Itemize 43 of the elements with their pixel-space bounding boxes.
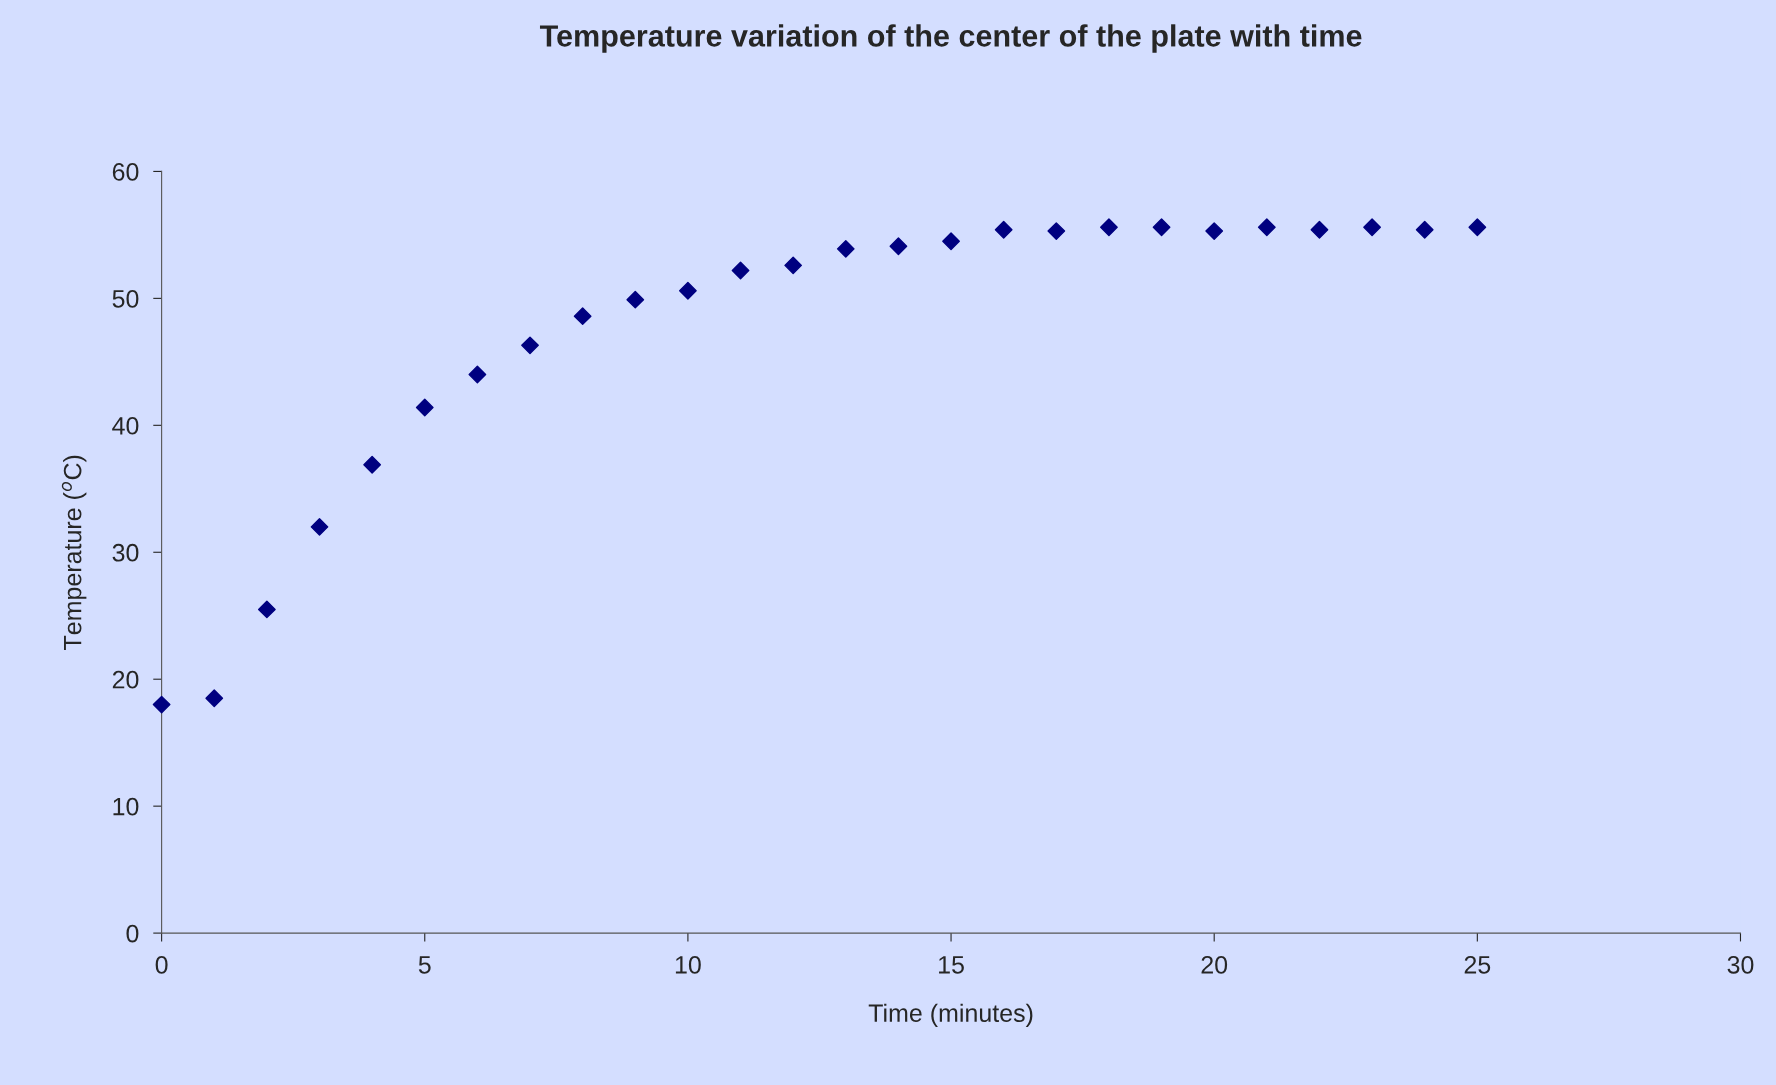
x-tick-label: 5: [418, 956, 431, 974]
point: [1468, 218, 1487, 237]
point: [1415, 220, 1434, 239]
point: [1047, 222, 1066, 241]
point: [363, 455, 382, 474]
point: [1205, 222, 1224, 241]
x-tick-label: 20: [1201, 955, 1228, 974]
point: [205, 689, 224, 708]
point: [573, 307, 592, 326]
chart-title: Temperature variation of the center of the plate with time: [539, 24, 1362, 53]
x-tick-label: 10: [675, 955, 701, 974]
point: [994, 220, 1013, 239]
point: [731, 261, 750, 280]
point: [626, 290, 645, 309]
y-axis-title: Temperature ($^{o}$C): [61, 455, 87, 650]
point: [1257, 218, 1276, 237]
point: [310, 517, 329, 536]
point: [889, 237, 908, 256]
point: [1100, 218, 1118, 237]
point: [836, 239, 855, 258]
x-axis-title: Time (minutes): [868, 1003, 1033, 1027]
point: [468, 365, 487, 384]
point: [415, 398, 434, 417]
x-tick-label: 0: [155, 955, 168, 974]
y-tick-label: 30: [112, 543, 139, 562]
y-tick-label: 60: [112, 163, 139, 181]
y-tick-label: 20: [112, 670, 139, 689]
y-tick-label: 50: [112, 289, 139, 308]
point: [942, 232, 960, 251]
point: [521, 336, 539, 355]
point: [678, 281, 697, 300]
x-tick-label: 15: [939, 956, 964, 974]
x-tick-label: 25: [1464, 955, 1491, 974]
point: [257, 600, 276, 619]
point: [1152, 218, 1171, 237]
point: [152, 695, 171, 714]
y-tick-label: 40: [112, 416, 139, 435]
x-tick-label: 30: [1727, 955, 1754, 974]
point: [784, 256, 803, 275]
point: [1310, 220, 1329, 239]
y-tick-label: 10: [113, 797, 139, 816]
y-tick-label: 0: [126, 924, 139, 943]
point: [1363, 218, 1381, 237]
